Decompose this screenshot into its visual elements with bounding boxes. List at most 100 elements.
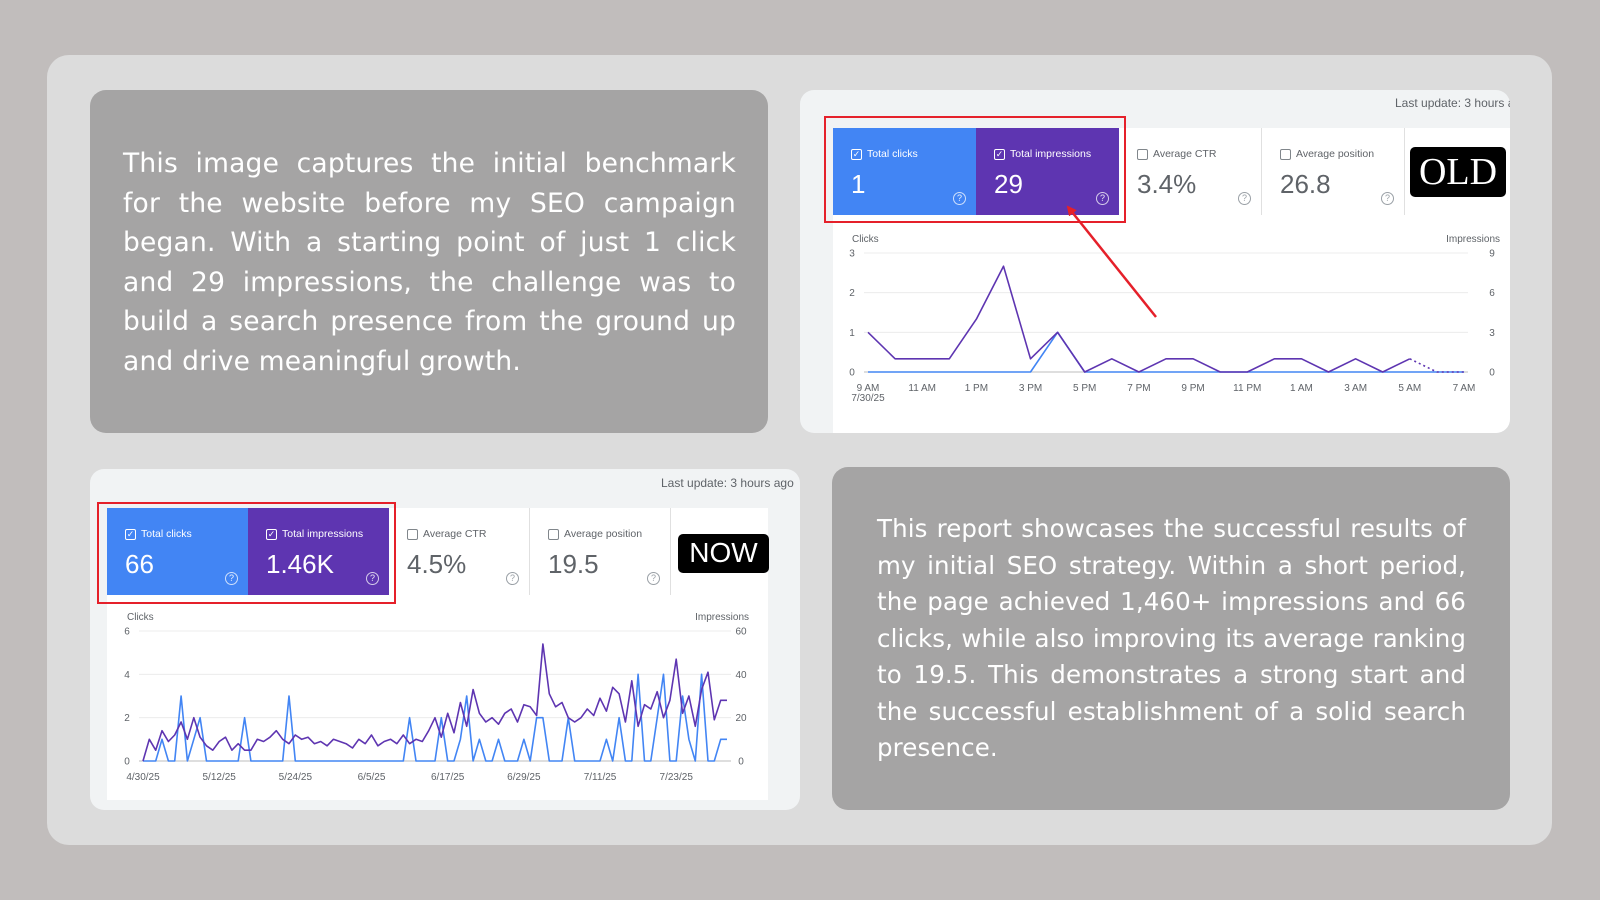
- x-tick-label: 6/29/25: [507, 772, 541, 783]
- new-report-screenshot: Last update: 3 hours ago ✓ Total clicks 6…: [90, 469, 800, 810]
- series-line-impressions: [142, 643, 727, 762]
- old-report-screenshot: Last update: 3 hours a ✓ Total clicks 1 ?…: [800, 90, 1510, 433]
- checkbox-checked-icon[interactable]: ✓: [851, 148, 862, 160]
- metric-label: Total clicks: [141, 528, 192, 540]
- metric-value: 66: [125, 549, 154, 579]
- left-axis-title: Clicks: [127, 612, 154, 623]
- metric-value: 19.5: [548, 549, 599, 579]
- right-tick-label: 0: [738, 757, 744, 768]
- left-axis-title: Clicks: [852, 234, 879, 245]
- left-tick-label: 6: [124, 627, 130, 638]
- metric-value: 26.8: [1280, 169, 1331, 199]
- metric-label: Total impressions: [282, 528, 364, 540]
- metric-label: Average CTR: [1153, 148, 1217, 160]
- help-icon[interactable]: ?: [1238, 192, 1251, 205]
- right-axis-title: Impressions: [695, 612, 749, 623]
- right-axis-title: Impressions: [1446, 234, 1500, 245]
- x-tick-label: 6/5/25: [358, 772, 386, 783]
- left-tick-label: 0: [124, 757, 130, 768]
- checkbox-unchecked-icon[interactable]: [407, 528, 418, 540]
- x-tick-label: 5 PM: [1073, 383, 1096, 394]
- help-icon[interactable]: ?: [366, 572, 379, 585]
- x-tick-label: 5/12/25: [202, 772, 236, 783]
- x-tick-label: 11 AM: [908, 383, 936, 394]
- right-tick-label: 20: [735, 713, 747, 724]
- x-tick-label: 3 AM: [1344, 383, 1367, 394]
- right-tick-label: 3: [1489, 328, 1495, 339]
- left-tick-label: 4: [124, 670, 130, 681]
- x-tick-label: 4/30/25: [126, 772, 160, 783]
- metric-value: 1.46K: [266, 549, 334, 579]
- metric-label: Total clicks: [867, 148, 918, 160]
- metric-label: Total impressions: [1010, 148, 1092, 160]
- last-update-label: Last update: 3 hours ago: [661, 476, 794, 490]
- series-line-impressions-partial: [1409, 358, 1464, 373]
- old-performance-chart: Clicks Impressions 0 0 1 3 2 6 3 9 9 AM 11 AM 1 PM 3 …: [849, 205, 1500, 404]
- x-date-sublabel: 7/30/25: [851, 393, 885, 404]
- x-tick-label: 1 AM: [1290, 383, 1313, 394]
- old-description-text: This image captures the initial benchmar…: [123, 148, 736, 377]
- help-icon[interactable]: ?: [953, 192, 966, 205]
- metric-label: Average position: [1296, 148, 1375, 160]
- total-impressions-tile[interactable]: ✓ Total impressions 1.46K ?: [248, 508, 389, 595]
- metric-value: 3.4%: [1137, 169, 1197, 199]
- x-tick-label: 9 PM: [1181, 383, 1204, 394]
- right-tick-label: 40: [735, 670, 747, 681]
- x-tick-label: 9 AM: [857, 383, 880, 394]
- chart-layer: Clicks Impressions 0 0 2 20 4 40 6 60 4/30/25 5/12/…: [124, 612, 749, 783]
- new-description-text: This report showcases the successful res…: [877, 514, 1466, 762]
- help-icon[interactable]: ?: [1381, 192, 1394, 205]
- total-clicks-tile[interactable]: ✓ Total clicks 66 ?: [107, 508, 248, 595]
- new-performance-chart: Clicks Impressions 0 0 2 20 4 40 6 60 4/30/25 5/12/…: [124, 612, 749, 783]
- checkbox-checked-icon[interactable]: ✓: [125, 528, 136, 540]
- total-impressions-tile[interactable]: ✓ Total impressions 29 ?: [976, 128, 1119, 215]
- left-tick-label: 2: [124, 713, 130, 724]
- left-tick-label: 3: [849, 249, 855, 260]
- average-position-tile[interactable]: Average position 19.5 ?: [530, 508, 671, 595]
- now-tag: NOW: [678, 534, 769, 573]
- checkbox-checked-icon[interactable]: ✓: [266, 528, 277, 540]
- metric-label: Average CTR: [423, 528, 487, 540]
- last-update-label: Last update: 3 hours a: [1395, 96, 1510, 110]
- metric-value: 1: [851, 169, 866, 199]
- total-clicks-tile[interactable]: ✓ Total clicks 1 ?: [833, 128, 976, 215]
- help-icon[interactable]: ?: [647, 572, 660, 585]
- average-position-tile[interactable]: Average position 26.8 ?: [1262, 128, 1405, 215]
- chart-layer: Clicks Impressions 0 0 1 3 2 6 3 9 9 AM 11 AM 1 PM 3 …: [849, 234, 1500, 404]
- left-tick-label: 1: [849, 328, 855, 339]
- x-tick-label: 1 PM: [965, 383, 988, 394]
- checkbox-unchecked-icon[interactable]: [1137, 148, 1148, 160]
- old-description-card: This image captures the initial benchmar…: [90, 90, 768, 433]
- x-tick-label: 7/11/25: [584, 772, 617, 783]
- metric-value: 4.5%: [407, 549, 467, 579]
- right-tick-label: 0: [1489, 368, 1495, 379]
- x-tick-label: 7 AM: [1453, 383, 1476, 394]
- checkbox-unchecked-icon[interactable]: [1280, 148, 1291, 160]
- highlight-box: [824, 116, 1126, 223]
- right-tick-label: 60: [735, 627, 747, 638]
- checkbox-checked-icon[interactable]: ✓: [994, 148, 1005, 160]
- x-tick-label: 5 AM: [1398, 383, 1421, 394]
- x-tick-label: 7/23/25: [660, 772, 694, 783]
- help-icon[interactable]: ?: [225, 572, 238, 585]
- metric-value: 29: [994, 169, 1023, 199]
- series-line-clicks: [868, 331, 1464, 373]
- checkbox-unchecked-icon[interactable]: [548, 528, 559, 540]
- left-tick-label: 0: [849, 368, 855, 379]
- right-tick-label: 6: [1489, 288, 1495, 299]
- right-tick-label: 9: [1489, 249, 1495, 260]
- series-line-impressions: [867, 265, 1411, 373]
- x-tick-label: 3 PM: [1019, 383, 1042, 394]
- x-tick-label: 7 PM: [1127, 383, 1150, 394]
- x-tick-label: 5/24/25: [279, 772, 313, 783]
- average-ctr-tile[interactable]: Average CTR 3.4% ?: [1119, 128, 1262, 215]
- old-tag: OLD: [1410, 147, 1506, 197]
- x-tick-label: 11 PM: [1233, 383, 1261, 394]
- help-icon[interactable]: ?: [1096, 192, 1109, 205]
- new-description-card: This report showcases the successful res…: [832, 467, 1510, 810]
- metric-label: Average position: [564, 528, 643, 540]
- red-arrow: [1066, 205, 1157, 318]
- highlight-box: [97, 502, 396, 604]
- help-icon[interactable]: ?: [506, 572, 519, 585]
- average-ctr-tile[interactable]: Average CTR 4.5% ?: [389, 508, 530, 595]
